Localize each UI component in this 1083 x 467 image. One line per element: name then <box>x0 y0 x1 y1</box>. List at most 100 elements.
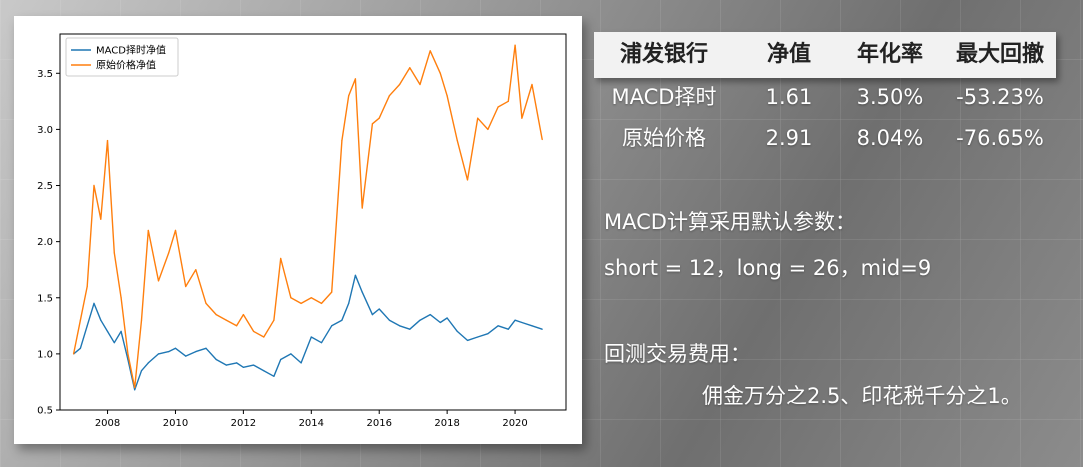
data-point <box>497 106 499 108</box>
data-point <box>168 351 170 353</box>
data-point <box>429 313 431 316</box>
data-point <box>205 347 207 349</box>
data-point <box>310 336 312 338</box>
data-point <box>185 355 187 357</box>
data-point <box>263 370 265 372</box>
data-point <box>354 78 357 80</box>
data-point <box>531 325 533 327</box>
data-point <box>290 297 292 299</box>
row-nav: 1.61 <box>765 85 813 109</box>
data-point <box>466 179 469 181</box>
data-point <box>487 128 489 131</box>
row-annual-rate: 3.50% <box>856 85 924 109</box>
data-point <box>86 285 88 288</box>
data-point <box>242 313 244 316</box>
data-point <box>371 123 374 125</box>
data-point <box>378 308 380 310</box>
data-point <box>195 351 197 353</box>
data-point <box>79 347 81 349</box>
y-tick-label: 2.5 <box>37 181 53 192</box>
data-point <box>120 330 122 333</box>
data-point <box>79 319 81 321</box>
data-point <box>348 302 350 304</box>
row-nav: 2.91 <box>765 126 813 150</box>
data-point <box>134 386 136 389</box>
data-point <box>106 330 109 333</box>
header-max-drawdown: 最大回撤 <box>955 42 1044 67</box>
x-tick-label: 2014 <box>299 418 324 429</box>
data-point <box>100 319 102 321</box>
data-point <box>419 319 421 321</box>
data-point <box>93 184 95 187</box>
data-point <box>531 83 533 86</box>
y-tick-label: 3.0 <box>37 125 53 136</box>
data-point <box>120 297 122 299</box>
data-point <box>348 95 350 97</box>
data-point <box>361 291 363 293</box>
y-tick-label: 2.0 <box>37 237 53 248</box>
data-point <box>300 302 302 304</box>
data-point <box>541 328 543 330</box>
x-tick-label: 2018 <box>434 418 459 429</box>
data-point <box>446 317 448 319</box>
data-point <box>242 366 244 368</box>
y-tick-label: 3.5 <box>37 69 53 80</box>
data-point <box>497 325 499 327</box>
data-point <box>477 336 479 338</box>
data-point <box>290 353 292 355</box>
data-point <box>429 50 431 52</box>
data-point <box>409 67 411 69</box>
series-line-1 <box>72 44 543 389</box>
data-point <box>174 229 177 232</box>
data-point <box>263 336 265 338</box>
data-point <box>273 375 275 377</box>
row-label: MACD择时 <box>611 85 717 109</box>
data-point <box>252 330 255 333</box>
data-point <box>398 325 401 327</box>
data-point <box>174 347 177 349</box>
table-row: MACD择时 1.61 3.50% -53.23% <box>594 78 1056 116</box>
data-point <box>300 362 302 364</box>
data-point <box>147 229 149 232</box>
data-point <box>341 319 343 321</box>
data-point <box>507 328 509 330</box>
data-point <box>147 362 149 364</box>
data-point <box>371 313 374 316</box>
data-point <box>477 117 479 119</box>
data-point <box>341 140 343 142</box>
data-point <box>310 297 312 299</box>
data-point <box>72 353 75 355</box>
data-point <box>93 302 95 304</box>
data-point <box>235 362 238 364</box>
data-point <box>280 358 282 361</box>
data-point <box>439 321 441 324</box>
data-point <box>487 333 489 335</box>
data-point <box>140 370 143 372</box>
data-point <box>456 330 458 333</box>
data-point <box>273 319 275 321</box>
data-point <box>419 83 421 86</box>
cost-values: 佣金万分之2.5、印花税千分之1。 <box>702 384 1022 408</box>
data-point <box>514 319 516 321</box>
params-values: short = 12，long = 26，mid=9 <box>604 256 932 280</box>
legend-box <box>65 37 179 77</box>
x-tick-label: 2008 <box>95 418 120 429</box>
data-point <box>185 285 187 288</box>
data-point <box>195 269 197 271</box>
legend-label: MACD择时净值 <box>96 44 166 57</box>
data-point <box>127 358 129 361</box>
data-point <box>446 95 448 97</box>
data-point <box>168 252 170 254</box>
header-annual-rate: 年化率 <box>856 42 923 67</box>
data-point <box>456 140 458 142</box>
data-point <box>113 252 115 254</box>
data-point <box>106 140 109 142</box>
data-point <box>157 353 160 355</box>
data-point <box>140 319 143 321</box>
data-point <box>409 328 411 330</box>
y-tick-label: 1.0 <box>37 349 53 360</box>
data-point <box>127 353 129 355</box>
params-title: MACD计算采用默认参数： <box>604 210 856 234</box>
data-point <box>252 364 255 366</box>
header-nav: 净值 <box>766 42 811 67</box>
